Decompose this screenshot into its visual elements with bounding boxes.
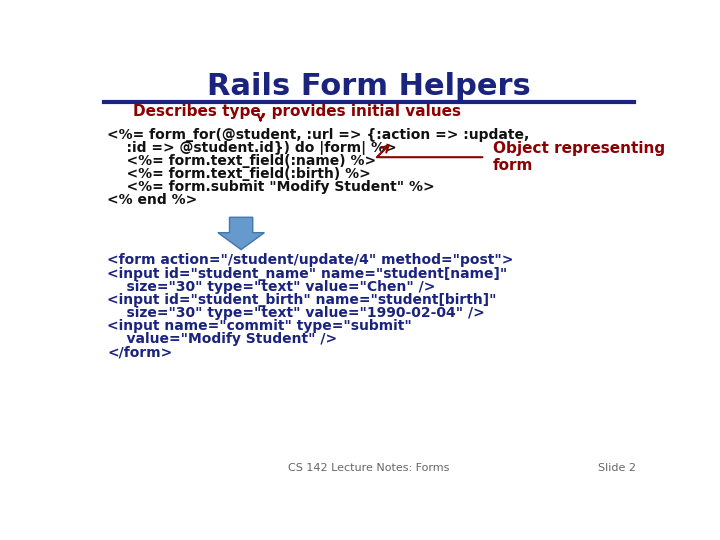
Text: value="Modify Student" />: value="Modify Student" /> <box>107 332 337 346</box>
Text: <form action="/student/update/4" method="post">: <form action="/student/update/4" method=… <box>107 253 513 267</box>
Text: <% end %>: <% end %> <box>107 193 197 207</box>
Text: </form>: </form> <box>107 345 172 359</box>
Text: CS 142 Lecture Notes: Forms: CS 142 Lecture Notes: Forms <box>288 463 450 473</box>
Text: <%= form.text_field(:birth) %>: <%= form.text_field(:birth) %> <box>107 167 371 181</box>
Text: Rails Form Helpers: Rails Form Helpers <box>207 72 531 101</box>
Text: <%= form_for(@student, :url => {:action => :update,: <%= form_for(@student, :url => {:action … <box>107 128 529 142</box>
Text: <%= form.text_field(:name) %>: <%= form.text_field(:name) %> <box>107 154 376 168</box>
Text: size="30" type="text" value="Chen" />: size="30" type="text" value="Chen" /> <box>107 280 436 294</box>
Text: <input name="commit" type="submit": <input name="commit" type="submit" <box>107 319 412 333</box>
Text: Slide 2: Slide 2 <box>598 463 636 473</box>
Text: <input id="student_name" name="student[name]": <input id="student_name" name="student[n… <box>107 267 508 281</box>
Text: Object representing
form: Object representing form <box>493 141 665 173</box>
Polygon shape <box>218 217 264 249</box>
Text: :id => @student.id}) do |form| %>: :id => @student.id}) do |form| %> <box>107 141 397 155</box>
Text: <%= form.submit "Modify Student" %>: <%= form.submit "Modify Student" %> <box>107 180 435 194</box>
Text: Describes type, provides initial values: Describes type, provides initial values <box>132 104 461 119</box>
Text: <input id="student_birth" name="student[birth]": <input id="student_birth" name="student[… <box>107 293 497 307</box>
Text: size="30" type="text" value="1990-02-04" />: size="30" type="text" value="1990-02-04"… <box>107 306 485 320</box>
